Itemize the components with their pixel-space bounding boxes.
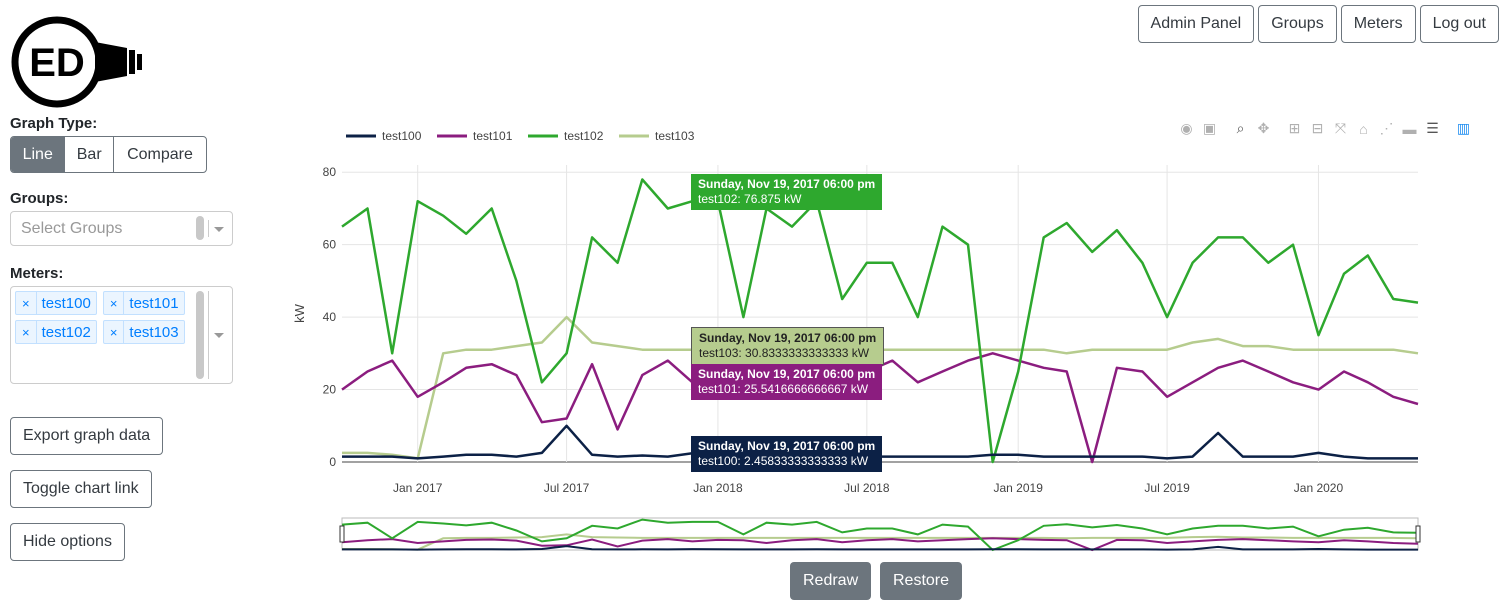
groups-button[interactable]: Groups (1258, 5, 1337, 43)
meters-select[interactable]: × test100 × test101 × test102 × test103 (10, 286, 233, 384)
tooltip-value: test100: 2.45833333333333 kW (698, 454, 869, 468)
meter-chip-label: test101 (129, 294, 179, 312)
meters-separator (208, 291, 209, 379)
tooltip-date: Sunday, Nov 19, 2017 06:00 pm (699, 331, 877, 345)
y-tick-label: 80 (323, 165, 337, 179)
groups-placeholder: Select Groups (21, 220, 123, 237)
save-icon[interactable]: ▣ (1202, 120, 1217, 136)
legend-label-test100: test100 (382, 129, 422, 143)
remove-meter-icon[interactable]: × (16, 292, 37, 314)
zoom-out-icon[interactable]: ⊟ (1311, 120, 1324, 136)
chevron-down-icon[interactable] (214, 227, 224, 232)
redraw-button[interactable]: Redraw (790, 562, 872, 600)
range-handle-left (339, 525, 345, 543)
tooltip-value: test102: 76.875 kW (698, 192, 802, 206)
range-slider (341, 517, 1419, 551)
groups-separator (208, 220, 209, 237)
x-tick-label: Jan 2018 (693, 481, 743, 495)
line-button[interactable]: Line (11, 137, 66, 172)
meter-chip: × test103 (102, 320, 185, 344)
x-tick-label: Jul 2018 (844, 481, 890, 495)
autoscale-icon[interactable]: ⤧ (1334, 120, 1347, 136)
range-series-test102 (341, 518, 1419, 552)
chart-modebar: ◉ ▣ ⌕ ✥ ⊞ ⊟ ⤧ ⌂ ⋰ ▬ ☰ ▥ (1178, 120, 1472, 137)
admin-panel-button[interactable]: Admin Panel (1137, 5, 1255, 43)
meter-chip-label: test100 (41, 294, 91, 312)
hover-compare-icon[interactable]: ☰ (1426, 120, 1439, 136)
bar-button[interactable]: Bar (65, 137, 114, 172)
groups-select[interactable]: Select Groups (10, 211, 233, 246)
restore-button[interactable]: Restore (880, 562, 963, 600)
toggle-chart-link-button[interactable]: Toggle chart link (10, 470, 152, 508)
options-sidebar: Graph Type: Line Bar Compare Groups: Sel… (10, 115, 240, 384)
series-line-test102 (341, 178, 1419, 464)
tooltip-value: test101: 25.5416666666667 kW (698, 382, 869, 396)
y-tick-label: 0 (329, 455, 336, 469)
ed-logo: ED (11, 16, 142, 108)
range-series-test103 (342, 533, 1419, 551)
top-nav: Admin Panel Groups Meters Log out (1137, 5, 1499, 43)
tooltip-date: Sunday, Nov 19, 2017 06:00 pm (698, 439, 876, 453)
pan-icon[interactable]: ✥ (1257, 120, 1270, 136)
y-tick-label: 20 (323, 383, 337, 397)
meter-chip: × test102 (15, 320, 97, 344)
tooltip-test102: Sunday, Nov 19, 2017 06:00 pm test102: 76… (691, 174, 883, 210)
tooltip-test100: Sunday, Nov 19, 2017 06:00 pm test100: 2.… (691, 436, 883, 472)
zoom-in-icon[interactable]: ⊞ (1288, 120, 1301, 136)
tooltip-date: Sunday, Nov 19, 2017 06:00 pm (698, 177, 876, 191)
tooltip-test103: Sunday, Nov 19, 2017 06:00 pm test103: 30… (691, 327, 885, 365)
x-tick-label: Jul 2019 (1144, 481, 1190, 495)
compare-button[interactable]: Compare (127, 145, 193, 163)
x-tick-label: Jan 2020 (1294, 481, 1344, 495)
line-chart[interactable]: 0 20 40 60 80 Jan 2017 Jul 2017 Jan 2018 Jul 201… (290, 115, 1506, 555)
logout-button[interactable]: Log out (1419, 5, 1499, 43)
legend-label-test103: test103 (655, 129, 695, 143)
range-handle-right (1415, 525, 1421, 543)
graph-type-toggle: Line Bar Compare (10, 136, 207, 173)
legend-label-test101: test101 (473, 129, 513, 143)
remove-meter-icon[interactable]: × (104, 292, 125, 314)
x-tick-label: Jul 2017 (544, 481, 590, 495)
hover-closest-icon[interactable]: ▬ (1402, 120, 1417, 137)
tooltip-test101: Sunday, Nov 19, 2017 06:00 pm test101: 25… (691, 364, 883, 400)
y-axis-label: kW (292, 303, 307, 323)
chevron-down-icon[interactable] (214, 333, 224, 338)
export-graph-data-button[interactable]: Export graph data (10, 417, 164, 455)
meter-chip-label: test102 (41, 323, 91, 341)
legend-label-test102: test102 (564, 129, 604, 143)
tooltip-value: test103: 30.8333333333333 kW (699, 346, 870, 360)
groups-label: Groups: (10, 190, 69, 207)
range-series-test101 (341, 537, 1419, 552)
meters-scrollbar[interactable] (196, 291, 204, 379)
logo-text: ED (29, 41, 85, 85)
home-icon[interactable]: ⌂ (1359, 120, 1368, 137)
remove-meter-icon[interactable]: × (16, 321, 37, 343)
zoom-icon[interactable]: ⌕ (1236, 120, 1245, 136)
graph-type-label: Graph Type: (10, 115, 98, 132)
plotly-logo-icon[interactable]: ▥ (1456, 120, 1471, 136)
camera-icon[interactable]: ◉ (1180, 120, 1193, 136)
meter-chip-label: test103 (129, 323, 179, 341)
meter-chip: × test100 (15, 291, 97, 315)
y-tick-label: 60 (323, 238, 337, 252)
range-series-test100 (342, 545, 1418, 551)
x-tick-label: Jan 2019 (994, 481, 1044, 495)
x-tick-label: Jan 2017 (393, 481, 443, 495)
groups-scrollbar[interactable] (196, 216, 204, 240)
meters-label: Meters: (10, 265, 64, 282)
spike-lines-icon[interactable]: ⋰ (1379, 120, 1394, 136)
hide-options-button[interactable]: Hide options (10, 523, 125, 561)
meter-chip: × test101 (102, 291, 185, 315)
remove-meter-icon[interactable]: × (104, 321, 125, 343)
tooltip-date: Sunday, Nov 19, 2017 06:00 pm (698, 367, 876, 381)
meters-button[interactable]: Meters (1340, 5, 1416, 43)
y-tick-label: 40 (323, 310, 337, 324)
meter-chips: × test100 × test101 × test102 × test103 (11, 287, 232, 348)
